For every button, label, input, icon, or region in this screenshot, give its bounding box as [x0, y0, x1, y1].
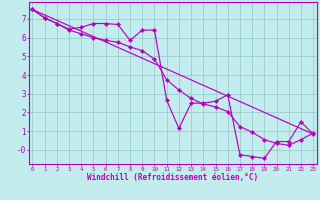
X-axis label: Windchill (Refroidissement éolien,°C): Windchill (Refroidissement éolien,°C)	[87, 173, 258, 182]
